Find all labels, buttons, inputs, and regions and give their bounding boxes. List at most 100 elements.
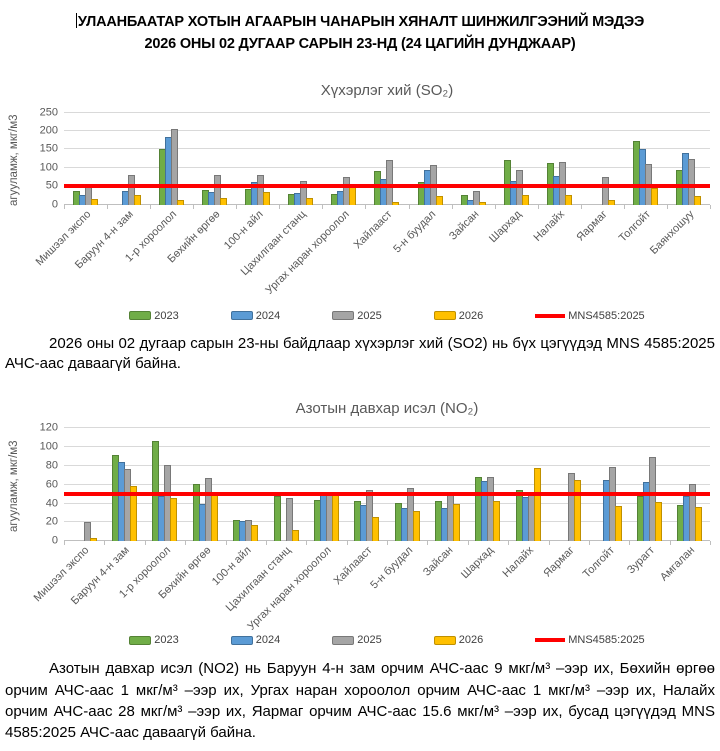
x-axis-tick-mark bbox=[669, 541, 671, 546]
bar-2026 bbox=[251, 525, 259, 542]
legend-limit-line-swatch bbox=[535, 638, 566, 643]
bar-2023 bbox=[460, 194, 468, 205]
legend-item-2026: 2026 bbox=[433, 634, 484, 647]
bar-2026 bbox=[170, 497, 178, 542]
bar-group bbox=[387, 428, 427, 542]
report-title-line1: УЛААНБААТАР ХОТЫН АГААРЫН ЧАНАРЫН ХЯНАЛТ… bbox=[0, 12, 720, 34]
legend: 2023 2024 2025 2026 MNS4585:2025 bbox=[64, 310, 710, 322]
x-axis-labels: Мишээл экспо Баруун 4-н зам 1-р хороолол Бө… bbox=[33, 206, 710, 302]
x-axis-category-label: Зурагт bbox=[625, 544, 658, 577]
legend-swatch-2023 bbox=[129, 311, 152, 320]
bar-2026 bbox=[493, 500, 501, 542]
bar-2025 bbox=[601, 176, 609, 205]
x-axis-category-label: Налайх bbox=[500, 544, 537, 581]
legend-item-2023: 2023 bbox=[129, 634, 179, 646]
x-axis-tick-mark bbox=[408, 204, 410, 209]
bar-2026 bbox=[210, 493, 218, 542]
y-axis-tick-label: 120 bbox=[39, 421, 58, 434]
x-axis-tick-mark bbox=[666, 204, 668, 209]
x-axis-tick-mark bbox=[537, 204, 539, 209]
bar-group bbox=[452, 113, 495, 205]
x-axis-tick-mark bbox=[346, 541, 348, 546]
bar-2025 bbox=[386, 160, 394, 205]
x-axis-category-label: Толгойт bbox=[616, 207, 654, 245]
bar-2026 bbox=[392, 202, 400, 205]
bar-group bbox=[549, 428, 589, 542]
bar-2026 bbox=[177, 200, 185, 205]
x-axis-tick-mark bbox=[623, 204, 625, 209]
legend-label: 2024 bbox=[255, 634, 281, 647]
y-axis-tick-label: 100 bbox=[39, 440, 58, 453]
bar-group bbox=[670, 428, 710, 542]
limit-line bbox=[64, 184, 710, 189]
bar-2026 bbox=[306, 197, 314, 205]
bar-2025 bbox=[472, 191, 480, 205]
no2-summary-paragraph: Азотын давхар исэл (NO2) нь Баруун 4-н з… bbox=[5, 660, 715, 742]
x-axis-category-label: Толгойт bbox=[580, 544, 617, 581]
legend-swatch-2024 bbox=[230, 311, 253, 320]
legend-limit-line-swatch bbox=[535, 313, 566, 318]
bar-2026 bbox=[564, 195, 572, 205]
bar-2025 bbox=[687, 158, 695, 205]
bar-2026 bbox=[533, 467, 541, 542]
legend-item-2023: 2023 bbox=[129, 310, 179, 322]
bar-2026 bbox=[695, 507, 703, 542]
gridline bbox=[64, 427, 710, 429]
bar-2025 bbox=[648, 457, 656, 542]
x-axis-tick-mark bbox=[710, 204, 711, 209]
bar-2026 bbox=[291, 529, 299, 542]
x-axis-category-label: Шархад bbox=[458, 544, 496, 582]
legend-swatch-2026 bbox=[433, 311, 456, 320]
y-axis-tick-label: 100 bbox=[39, 161, 58, 174]
legend-swatch-2024 bbox=[230, 635, 253, 645]
x-axis-category-label: 5-н буудал bbox=[390, 207, 438, 255]
x-axis-tick-mark bbox=[629, 541, 631, 546]
y-axis-tick-label: 0 bbox=[51, 534, 58, 547]
gridline bbox=[64, 502, 710, 504]
bar-group bbox=[193, 113, 236, 205]
report-title-line1-text: УЛААНБААТАР ХОТЫН АГААРЫН ЧАНАРЫН ХЯНАЛТ… bbox=[77, 14, 645, 30]
bar-2025 bbox=[128, 175, 136, 205]
x-axis-tick-mark bbox=[236, 204, 238, 209]
gridline bbox=[64, 111, 710, 113]
bar-2025 bbox=[171, 129, 179, 205]
so2-summary-paragraph: 2026 оны 02 дугаар сарын 23-ны байдлаар … bbox=[5, 334, 715, 372]
legend-swatch-2023 bbox=[129, 635, 152, 645]
bar-group bbox=[104, 428, 144, 542]
bar-group bbox=[409, 113, 452, 205]
gridline bbox=[64, 521, 710, 523]
bar-2026 bbox=[453, 503, 461, 542]
bar-2026 bbox=[478, 201, 486, 205]
x-axis-tick-mark bbox=[150, 204, 152, 209]
bar-groups bbox=[64, 428, 710, 542]
bar-2026 bbox=[574, 479, 582, 542]
bar-group bbox=[322, 113, 365, 205]
bar-2026 bbox=[263, 191, 271, 205]
bar-2026 bbox=[650, 187, 658, 205]
bar-2025 bbox=[608, 466, 616, 542]
bar-group bbox=[64, 428, 104, 542]
bar-group bbox=[667, 113, 710, 205]
legend-label: 2026 bbox=[458, 309, 484, 322]
bar-2026 bbox=[435, 196, 443, 205]
x-axis-tick-mark bbox=[451, 204, 453, 209]
bar-group bbox=[624, 113, 667, 205]
y-axis-tick-label: 50 bbox=[45, 179, 58, 192]
limit-line bbox=[64, 492, 710, 497]
bar-group bbox=[266, 428, 306, 542]
bar-2026 bbox=[220, 198, 228, 205]
x-axis-category-label: Амгалан bbox=[658, 544, 698, 584]
bar-group bbox=[365, 113, 408, 205]
legend-label: 2026 bbox=[458, 634, 484, 647]
x-axis-tick-mark bbox=[710, 541, 711, 546]
x-axis-category-label: Яармаг bbox=[541, 544, 577, 580]
x-axis-tick-mark bbox=[185, 541, 187, 546]
legend-item-2026: 2026 bbox=[433, 309, 484, 322]
bar-2026 bbox=[349, 187, 357, 205]
bar-groups bbox=[64, 113, 710, 205]
legend-swatch-2025 bbox=[332, 311, 355, 320]
bar-2025 bbox=[83, 522, 91, 542]
bar-group bbox=[495, 113, 538, 205]
x-axis-category-label: Баянхошуу bbox=[647, 207, 697, 257]
